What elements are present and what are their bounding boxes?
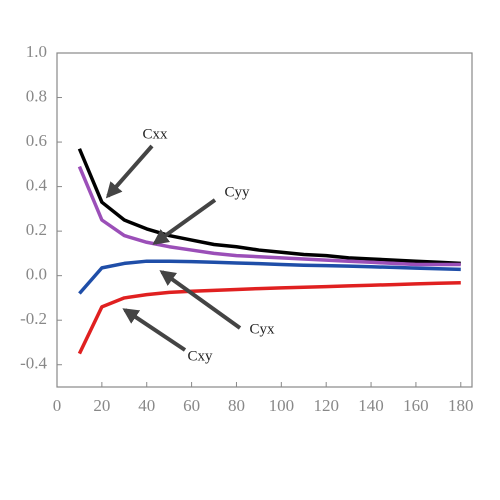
x-tick-label: 140 — [358, 396, 384, 415]
y-tick-label: 0.2 — [26, 220, 47, 239]
y-tick-label: 0.8 — [26, 86, 47, 105]
x-tick-label: 80 — [228, 396, 245, 415]
y-tick-label: 0.6 — [26, 131, 47, 150]
annotation-label: Cxx — [142, 126, 168, 142]
x-tick-label: 0 — [53, 396, 62, 415]
series-line — [77, 165, 461, 267]
y-tick-label: 0.4 — [26, 176, 48, 195]
x-tick-label: 120 — [313, 396, 339, 415]
x-tick-label: 160 — [403, 396, 429, 415]
y-tick-label: 1.0 — [26, 42, 47, 61]
x-tick-label: 20 — [93, 396, 110, 415]
x-tick-label: 100 — [269, 396, 295, 415]
annotation-arrow — [105, 144, 154, 199]
series-line — [77, 281, 461, 355]
series-line — [78, 259, 461, 295]
annotation-label: Cyy — [224, 184, 250, 200]
x-tick-label: 40 — [138, 396, 155, 415]
annotation-arrow — [122, 308, 187, 352]
y-tick-label: -0.2 — [20, 309, 47, 328]
plot-frame — [56, 52, 473, 388]
x-tick-label: 60 — [183, 396, 200, 415]
y-tick-label: -0.4 — [20, 354, 47, 373]
x-tick-label: 180 — [448, 396, 474, 415]
annotation-arrow — [152, 198, 217, 245]
annotation-label: Cyx — [249, 321, 275, 337]
annotation-arrow — [159, 270, 242, 330]
y-tick-label: 0.0 — [26, 265, 47, 284]
annotation-label: Cxy — [187, 348, 213, 364]
series-line — [77, 148, 461, 266]
